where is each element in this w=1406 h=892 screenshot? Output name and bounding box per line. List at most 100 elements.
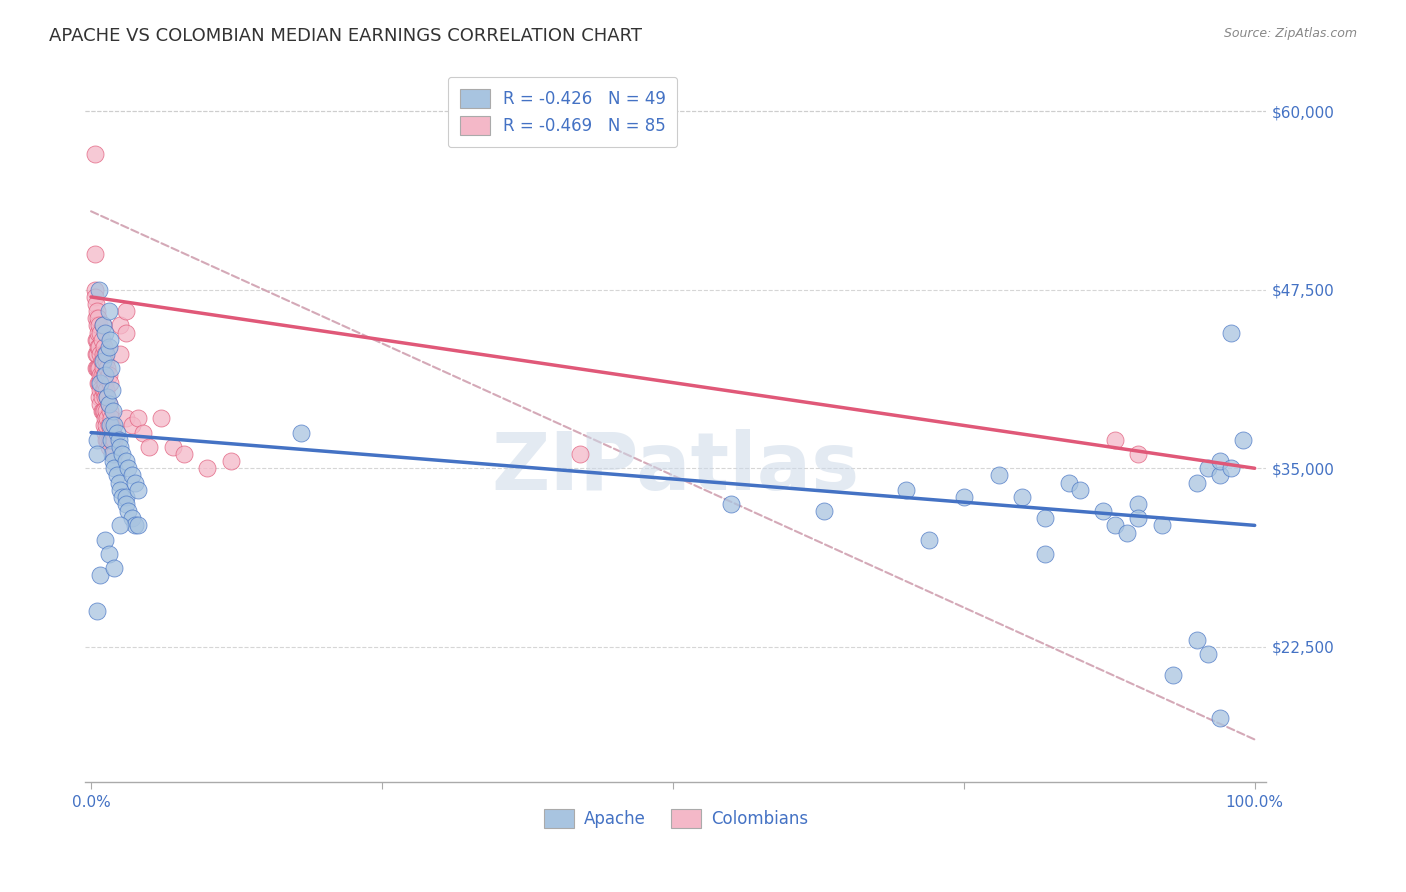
Point: [90, 404, 112, 418]
Point: [100, 433, 122, 447]
Point: [94, 347, 117, 361]
Point: [91, 404, 114, 418]
Point: [86, 361, 108, 376]
Point: [98, 425, 121, 440]
Point: [83, 247, 105, 261]
Point: [111, 447, 134, 461]
Point: [97, 547, 120, 561]
Point: [98, 376, 121, 390]
Point: [89, 283, 111, 297]
Point: [1033, 547, 1056, 561]
Point: [86, 433, 108, 447]
Point: [101, 425, 124, 440]
Point: [121, 468, 143, 483]
Point: [1197, 647, 1219, 661]
Point: [103, 433, 125, 447]
Point: [91, 383, 114, 397]
Point: [813, 504, 835, 518]
Point: [93, 368, 115, 383]
Point: [115, 326, 138, 340]
Point: [93, 340, 115, 354]
Point: [121, 511, 143, 525]
Point: [94, 368, 117, 383]
Point: [89, 397, 111, 411]
Point: [89, 347, 111, 361]
Point: [97, 397, 120, 411]
Point: [1057, 475, 1080, 490]
Point: [84, 333, 107, 347]
Point: [101, 447, 124, 461]
Point: [1104, 433, 1126, 447]
Point: [96, 433, 118, 447]
Point: [115, 490, 138, 504]
Point: [100, 411, 122, 425]
Point: [91, 318, 114, 333]
Point: [90, 354, 112, 368]
Point: [124, 475, 146, 490]
Point: [89, 568, 111, 582]
Point: [138, 440, 160, 454]
Point: [94, 411, 117, 425]
Point: [1128, 497, 1150, 511]
Point: [90, 368, 112, 383]
Point: [83, 283, 105, 297]
Point: [1092, 504, 1115, 518]
Point: [111, 490, 134, 504]
Point: [86, 347, 108, 361]
Point: [96, 404, 118, 418]
Point: [117, 504, 139, 518]
Point: [89, 340, 111, 354]
Point: [90, 390, 112, 404]
Point: [101, 383, 124, 397]
Point: [149, 411, 172, 425]
Point: [219, 454, 242, 468]
Point: [108, 433, 131, 447]
Point: [87, 361, 110, 376]
Point: [96, 411, 118, 425]
Point: [108, 347, 131, 361]
Point: [918, 533, 941, 547]
Point: [94, 425, 117, 440]
Point: [93, 418, 115, 433]
Point: [86, 604, 108, 618]
Point: [1232, 433, 1254, 447]
Point: [108, 518, 131, 533]
Point: [101, 433, 124, 447]
Point: [94, 533, 117, 547]
Point: [98, 333, 121, 347]
Point: [1128, 511, 1150, 525]
Point: [87, 326, 110, 340]
Point: [91, 347, 114, 361]
Point: [1128, 447, 1150, 461]
Point: [568, 447, 591, 461]
Point: [108, 440, 131, 454]
Point: [1220, 326, 1243, 340]
Point: [97, 368, 120, 383]
Point: [1209, 468, 1232, 483]
Point: [105, 468, 128, 483]
Point: [105, 425, 128, 440]
Point: [1033, 511, 1056, 525]
Point: [115, 304, 138, 318]
Point: [162, 440, 184, 454]
Text: APACHE VS COLOMBIAN MEDIAN EARNINGS CORRELATION CHART: APACHE VS COLOMBIAN MEDIAN EARNINGS CORR…: [49, 27, 643, 45]
Point: [96, 361, 118, 376]
Point: [96, 354, 118, 368]
Point: [97, 304, 120, 318]
Point: [89, 383, 111, 397]
Point: [1011, 490, 1033, 504]
Point: [1185, 475, 1208, 490]
Point: [103, 461, 125, 475]
Point: [87, 340, 110, 354]
Point: [108, 483, 131, 497]
Point: [1161, 668, 1184, 682]
Point: [97, 397, 120, 411]
Text: Source: ZipAtlas.com: Source: ZipAtlas.com: [1223, 27, 1357, 40]
Point: [86, 447, 108, 461]
Legend: Apache, Colombians: Apache, Colombians: [537, 802, 814, 835]
Point: [90, 333, 112, 347]
Point: [720, 497, 742, 511]
Point: [127, 483, 149, 497]
Point: [89, 361, 111, 376]
Point: [98, 418, 121, 433]
